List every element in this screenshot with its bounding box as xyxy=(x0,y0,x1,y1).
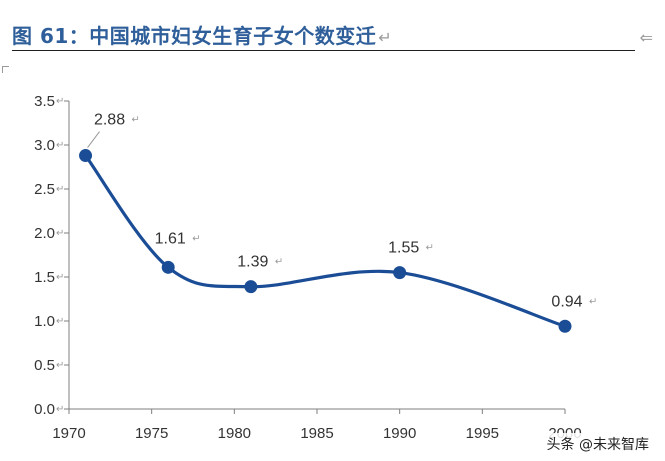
x-tick-label: 1980 xyxy=(218,425,251,442)
return-mark-icon: ↵ xyxy=(56,404,64,415)
series-line xyxy=(83,153,567,328)
y-tick-label: 3.0 xyxy=(34,137,55,154)
return-mark-icon: ↵ xyxy=(56,184,64,195)
y-tick-label: 2.5 xyxy=(34,181,55,198)
x-tick-label: 1970 xyxy=(52,425,85,442)
return-mark-icon: ↵ xyxy=(426,243,434,254)
y-tick-label: 2.0 xyxy=(34,225,55,242)
x-tick-label: 1995 xyxy=(466,425,499,442)
y-tick-label: 1.0 xyxy=(34,313,55,330)
data-label: 1.55 xyxy=(388,240,419,257)
label-leader-line xyxy=(87,131,100,148)
return-mark-icon: ↵ xyxy=(132,115,140,126)
data-point xyxy=(79,149,93,163)
data-point xyxy=(161,260,175,274)
return-mark-icon: ↵ xyxy=(56,360,64,371)
return-mark-icon: ↵ xyxy=(378,28,393,47)
return-mark-icon: ↵ xyxy=(56,96,64,107)
chart-title-text: 图 61：中国城市妇女生育子女个数变迁 xyxy=(12,24,377,48)
data-point xyxy=(244,280,258,294)
data-label: 1.61 xyxy=(155,230,186,247)
return-mark-icon: ↵ xyxy=(192,233,200,244)
return-mark-icon: ↵ xyxy=(589,296,597,307)
watermark: 头条 @未来智库 xyxy=(542,433,653,455)
y-tick-label: 0.0 xyxy=(34,401,55,418)
return-mark-icon: ↵ xyxy=(56,272,64,283)
return-mark-icon: ↵ xyxy=(56,228,64,239)
return-mark-icon: ↵ xyxy=(56,316,64,327)
x-tick-label: 1985 xyxy=(300,425,333,442)
y-tick-label: 0.5 xyxy=(34,357,55,374)
title-bar: 图 61：中国城市妇女生育子女个数变迁 ↵ xyxy=(12,18,635,51)
y-tick-label: 3.5 xyxy=(34,93,55,110)
chart-title: 图 61：中国城市妇女生育子女个数变迁 ↵ xyxy=(12,20,392,49)
data-label: 0.94 xyxy=(551,293,582,310)
data-point xyxy=(393,266,407,280)
data-point xyxy=(558,319,572,333)
return-mark-icon: ↵ xyxy=(275,257,283,268)
data-label: 2.88 xyxy=(94,112,125,129)
data-label: 1.39 xyxy=(237,254,268,271)
corner-mark-icon xyxy=(2,66,9,73)
return-mark-icon: ↵ xyxy=(56,140,64,151)
x-tick-label: 1975 xyxy=(135,425,168,442)
x-tick-label: 1990 xyxy=(383,425,416,442)
y-tick-label: 1.5 xyxy=(34,269,55,286)
return-arrow-icon: ⇐ xyxy=(639,28,653,47)
